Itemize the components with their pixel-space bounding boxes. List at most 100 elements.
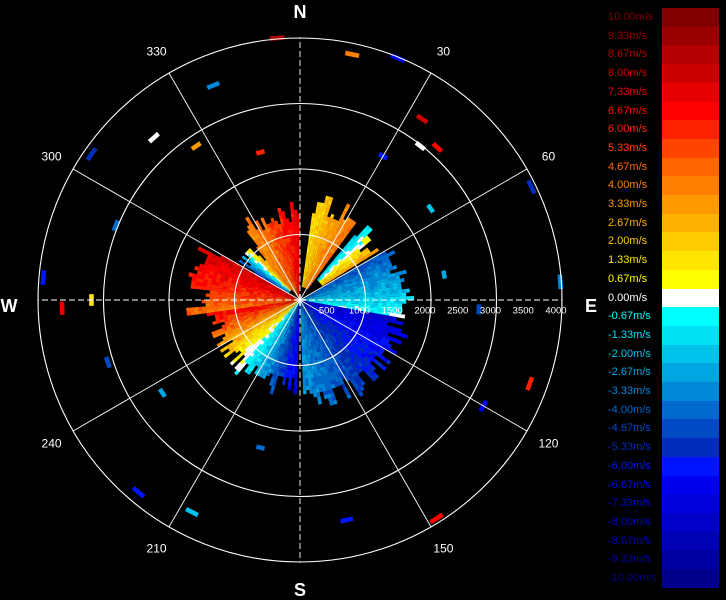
velocity-cell bbox=[309, 252, 312, 257]
velocity-cell bbox=[352, 376, 358, 382]
velocity-cell bbox=[354, 266, 360, 271]
velocity-cell bbox=[355, 341, 361, 347]
velocity-cell bbox=[301, 303, 303, 308]
velocity-cell bbox=[312, 344, 316, 350]
velocity-cell bbox=[310, 236, 314, 242]
velocity-cell bbox=[317, 334, 321, 339]
velocity-cell bbox=[344, 314, 349, 318]
velocity-cell bbox=[313, 364, 318, 370]
velocity-cell bbox=[310, 269, 314, 274]
velocity-cell bbox=[315, 295, 320, 298]
velocity-cell bbox=[328, 284, 333, 288]
velocity-cell bbox=[392, 330, 398, 336]
velocity-cell bbox=[280, 222, 285, 228]
velocity-cell bbox=[335, 257, 341, 262]
velocity-cell bbox=[346, 245, 352, 251]
velocity-cell bbox=[289, 321, 292, 326]
velocity-cell bbox=[269, 364, 274, 370]
velocity-cell bbox=[326, 372, 331, 378]
velocity-cell bbox=[335, 294, 340, 297]
velocity-cell bbox=[319, 302, 324, 305]
velocity-cell bbox=[330, 213, 335, 219]
velocity-cell bbox=[311, 294, 316, 297]
velocity-cell bbox=[326, 242, 331, 247]
velocity-cell bbox=[307, 268, 311, 273]
velocity-cell bbox=[328, 319, 333, 324]
velocity-cell bbox=[352, 339, 358, 344]
velocity-cell bbox=[370, 302, 375, 306]
velocity-cell bbox=[382, 293, 387, 298]
velocity-cell bbox=[324, 361, 329, 366]
velocity-cell bbox=[323, 258, 328, 264]
velocity-cell bbox=[329, 272, 334, 277]
velocity-cell bbox=[321, 386, 327, 392]
velocity-cell bbox=[316, 326, 320, 331]
velocity-cell bbox=[194, 310, 199, 315]
velocity-cell bbox=[369, 287, 375, 291]
velocity-cell bbox=[281, 380, 286, 386]
velocity-cell bbox=[401, 288, 406, 293]
velocity-cell bbox=[317, 259, 322, 265]
velocity-cell bbox=[305, 275, 307, 280]
velocity-cell bbox=[305, 305, 309, 309]
velocity-cell bbox=[311, 303, 316, 305]
velocity-cell bbox=[367, 227, 373, 233]
velocity-cell bbox=[332, 399, 338, 405]
velocity-cell bbox=[345, 320, 351, 325]
velocity-cell bbox=[290, 229, 294, 234]
velocity-cell bbox=[319, 206, 324, 212]
range-tick-label: 500 bbox=[319, 306, 335, 317]
velocity-cell bbox=[349, 342, 355, 348]
velocity-cell bbox=[305, 275, 308, 281]
velocity-cell bbox=[325, 334, 330, 339]
legend-swatch bbox=[662, 269, 719, 289]
velocity-cell bbox=[304, 267, 306, 272]
legend-entry: -4.67m/s bbox=[604, 419, 726, 439]
velocity-cell bbox=[357, 272, 363, 277]
velocity-cell bbox=[311, 216, 315, 222]
velocity-cell bbox=[358, 343, 364, 349]
echo-cell bbox=[184, 507, 199, 518]
velocity-cell bbox=[316, 246, 320, 251]
velocity-cell bbox=[292, 285, 295, 290]
velocity-cell bbox=[390, 250, 396, 256]
velocity-cell bbox=[315, 205, 320, 211]
velocity-cell bbox=[304, 279, 306, 284]
velocity-cell bbox=[198, 285, 203, 290]
velocity-cell bbox=[261, 374, 267, 380]
velocity-cell bbox=[317, 234, 322, 239]
velocity-cell bbox=[286, 333, 290, 338]
velocity-cell bbox=[310, 337, 314, 342]
velocity-cell bbox=[329, 400, 335, 406]
velocity-cell bbox=[395, 331, 402, 337]
velocity-cell bbox=[345, 371, 351, 377]
velocity-cell bbox=[289, 201, 294, 207]
velocity-cell bbox=[319, 328, 324, 333]
velocity-cell bbox=[314, 225, 319, 231]
velocity-cell bbox=[384, 267, 390, 273]
velocity-cell bbox=[367, 317, 373, 321]
velocity-cell bbox=[339, 296, 344, 299]
velocity-cell bbox=[332, 312, 338, 315]
velocity-cell bbox=[272, 255, 277, 261]
velocity-cell bbox=[303, 271, 306, 276]
velocity-cell bbox=[297, 276, 299, 281]
velocity-cell bbox=[331, 249, 336, 255]
velocity-cell bbox=[315, 317, 319, 322]
velocity-cell bbox=[307, 300, 312, 302]
velocity-cell bbox=[291, 318, 294, 323]
velocity-cell bbox=[328, 196, 334, 202]
velocity-cell bbox=[297, 303, 299, 308]
velocity-cell bbox=[287, 266, 291, 271]
velocity-cell bbox=[333, 309, 338, 313]
velocity-cell bbox=[307, 354, 311, 359]
velocity-cell bbox=[291, 326, 294, 331]
velocity-cell bbox=[321, 231, 325, 237]
velocity-cell bbox=[330, 239, 335, 245]
velocity-cell bbox=[337, 225, 343, 231]
velocity-cell bbox=[312, 357, 316, 362]
velocity-cell bbox=[307, 308, 311, 313]
velocity-cell bbox=[327, 256, 331, 261]
velocity-cell bbox=[358, 304, 363, 307]
